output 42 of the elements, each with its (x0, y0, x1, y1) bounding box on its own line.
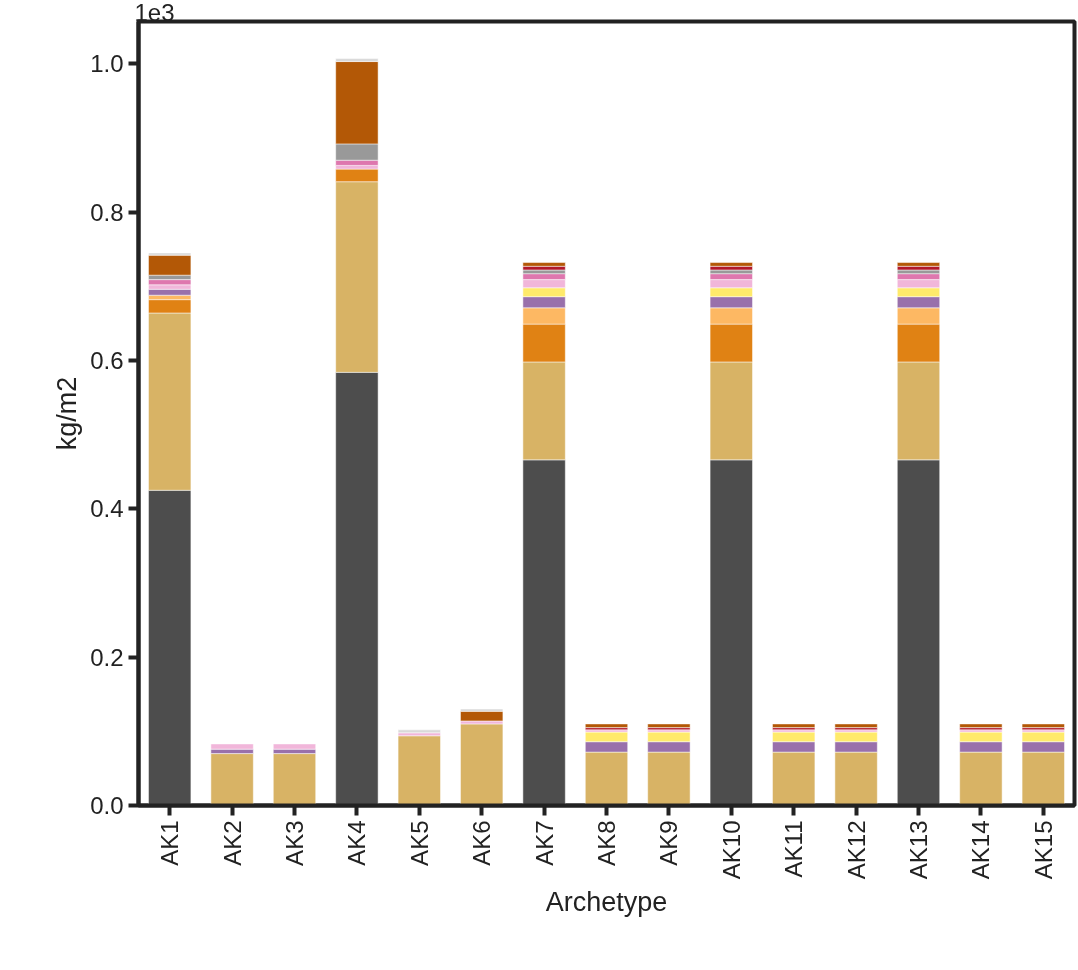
x-tick-label: AK3 (281, 820, 308, 866)
x-axis-title: Archetype (545, 887, 668, 918)
x-tick-label: AK2 (218, 820, 246, 866)
x-tick-label: AK6 (468, 820, 496, 866)
x-tick-label: AK12 (842, 820, 870, 880)
bar (460, 711, 504, 722)
bar (959, 723, 1003, 728)
bar (522, 262, 566, 267)
x-tick-label: AK9 (655, 820, 683, 866)
bar (148, 279, 192, 286)
x-tick-label: AK13 (905, 820, 932, 880)
y-tick-label: 0.2 (90, 643, 124, 671)
bar (897, 262, 940, 267)
x-tick-label: AK4 (343, 820, 371, 866)
y-tick-label: 0.0 (90, 792, 124, 819)
bar (210, 753, 254, 806)
bar (148, 289, 192, 296)
y-axis-title: kg/m2 (52, 376, 83, 451)
x-tick-label: AK7 (530, 820, 558, 866)
x-tick-label: AK11 (780, 820, 808, 878)
x-tick-label: AK10 (717, 820, 745, 880)
bar (460, 723, 504, 806)
bar (772, 723, 816, 728)
bar (647, 723, 691, 728)
bar (273, 743, 316, 750)
y-tick-label: 0.4 (90, 495, 124, 523)
bar (1021, 723, 1065, 728)
x-tick-label: AK15 (1029, 820, 1057, 880)
x-tick-label: AK1 (156, 820, 184, 866)
bar (585, 723, 628, 728)
bar (834, 723, 878, 728)
bar (709, 262, 753, 267)
y-tick-label: 0.6 (90, 346, 124, 374)
x-tick-label: AK14 (967, 820, 995, 880)
x-tick-label: AK5 (405, 820, 433, 866)
bar (273, 753, 316, 806)
y-tick-label: 0.8 (90, 198, 124, 226)
x-tick-label: AK8 (593, 820, 620, 866)
y-tick-label: 1.0 (90, 50, 124, 78)
bar (210, 743, 254, 750)
bar (397, 735, 441, 806)
bar (148, 254, 192, 276)
